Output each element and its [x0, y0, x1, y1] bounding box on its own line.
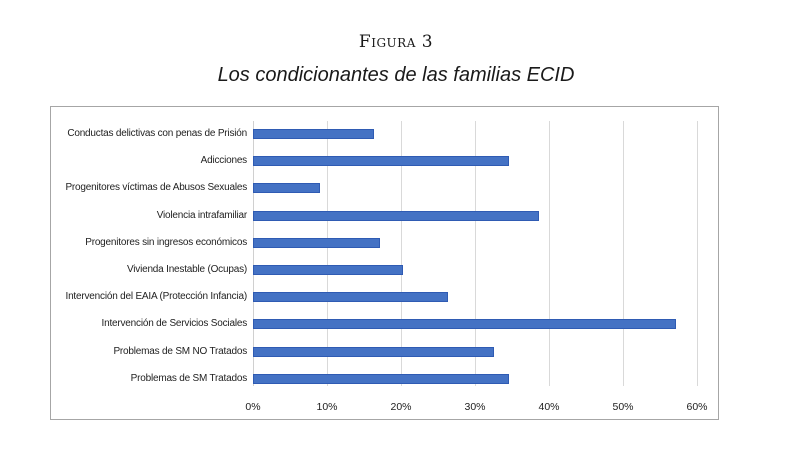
x-tick-label: 0%	[245, 401, 261, 413]
category-label: Problemas de SM NO Tratados	[113, 345, 247, 357]
bar	[253, 183, 321, 194]
category-label: Intervención del EAIA (Protección Infanc…	[65, 291, 247, 303]
category-label: Problemas de SM Tratados	[130, 372, 248, 384]
bar	[253, 237, 381, 248]
gridline-20	[401, 121, 402, 386]
gridline-30	[475, 121, 476, 386]
x-tick-label: 50%	[612, 401, 634, 413]
x-tick-label: 60%	[686, 401, 708, 413]
bar	[253, 346, 495, 357]
bar	[253, 265, 404, 275]
gridline-50	[623, 121, 624, 386]
bar	[253, 156, 510, 167]
category-label: Progenitores víctimas de Abusos Sexuales	[65, 182, 247, 194]
plot-area	[253, 121, 698, 386]
figure-title: Los condicionantes de las familias ECID	[217, 64, 575, 86]
x-tick-label: 20%	[390, 401, 412, 413]
bar	[253, 292, 449, 303]
x-tick-label: 30%	[464, 401, 486, 413]
gridline-40	[549, 121, 550, 386]
bar	[253, 210, 540, 221]
x-tick-label: 40%	[538, 401, 560, 413]
bar	[253, 373, 510, 384]
chart-frame	[50, 106, 719, 420]
category-label: Intervención de Servicios Sociales	[101, 318, 248, 330]
bar	[253, 129, 374, 139]
x-tick-label: 10%	[316, 401, 338, 413]
category-label: Conductas delictivas con penas de Prisió…	[67, 128, 247, 139]
category-label: Adicciones	[200, 155, 248, 167]
category-label: Progenitores sin ingresos económicos	[85, 236, 247, 248]
figure-label: Figura 3	[358, 32, 434, 52]
category-label: Vivienda Inestable (Ocupas)	[126, 264, 247, 275]
category-label: Violencia intrafamiliar	[156, 209, 247, 221]
gridline-0	[253, 121, 254, 386]
gridline-10	[327, 121, 328, 386]
bar	[253, 319, 676, 330]
gridline-60	[697, 121, 698, 386]
